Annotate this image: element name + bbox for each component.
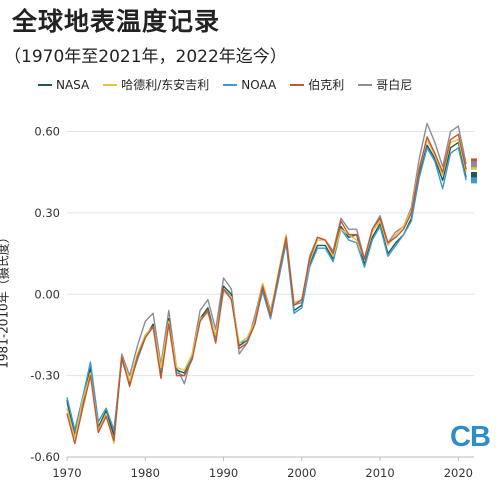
carbon-brief-logo: CB	[450, 420, 491, 453]
legend-swatch-nasa	[38, 83, 52, 86]
x-tick-label: 2010	[365, 466, 394, 480]
marker-2022-哥白尼	[471, 161, 477, 168]
series-line-伯克利	[66, 133, 467, 445]
series-line-NOAA	[66, 147, 467, 431]
series-line-NASA	[66, 141, 467, 436]
chart-title: 全球地表温度记录	[12, 7, 221, 36]
marker-2022-NOAA	[471, 177, 477, 184]
legend-item-hadley: 哈德利/东安吉利	[103, 76, 209, 93]
legend-label-noaa: NOAA	[241, 77, 277, 92]
x-tick-label: 1990	[209, 466, 238, 480]
x-tick-label: 2000	[287, 466, 316, 480]
legend-item-nasa: NASA	[38, 76, 89, 93]
legend-item-copernicus: 哥白尼	[358, 76, 412, 93]
y-tick-label: 0.30	[34, 206, 60, 220]
legend-swatch-copernicus	[358, 83, 373, 86]
legend-label-hadley: 哈德利/东安吉利	[121, 78, 210, 92]
legend-item-berkeley: 伯克利	[290, 76, 344, 93]
legend-label-nasa: NASA	[56, 77, 90, 92]
marker-2022-NASA	[471, 171, 477, 178]
y-tick-label: -0.60	[30, 450, 60, 464]
legend-item-noaa: NOAA	[223, 76, 276, 93]
legend-swatch-berkeley	[290, 83, 305, 86]
legend-label-copernicus: 哥白尼	[376, 78, 413, 92]
y-tick-label: -0.30	[30, 369, 60, 383]
x-tick-label: 2020	[444, 466, 473, 480]
chart-subtitle: （1970年至2021年，2022年迄今）	[4, 47, 287, 67]
y-tick-label: 0.60	[34, 125, 60, 139]
x-tick-label: 1970	[52, 466, 81, 480]
legend-swatch-hadley	[103, 83, 118, 86]
legend-label-berkeley: 伯克利	[308, 78, 345, 92]
series-line-哈德利/东安吉利	[66, 139, 467, 445]
legend-swatch-noaa	[223, 83, 238, 86]
series-line-哥白尼	[66, 122, 467, 436]
x-tick-label: 1980	[131, 466, 160, 480]
y-tick-label: 0.00	[34, 287, 60, 301]
legend: NASA 哈德利/东安吉利 NOAA 伯克利 哥白尼	[38, 76, 412, 93]
